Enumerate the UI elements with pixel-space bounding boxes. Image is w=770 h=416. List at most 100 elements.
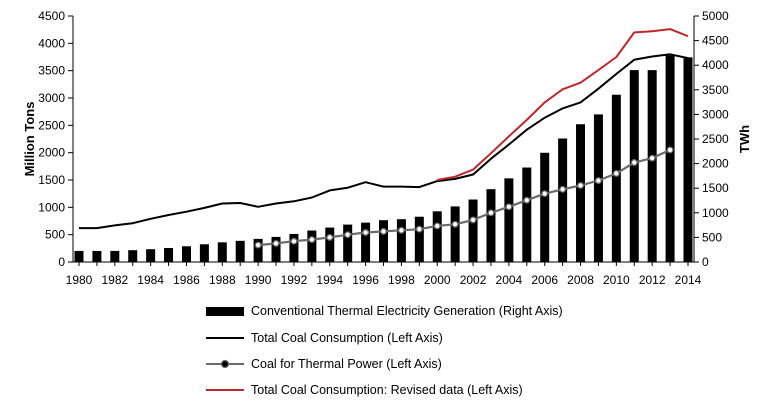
y2-tick-label: 4000 bbox=[702, 58, 729, 72]
y2-tick-label: 2500 bbox=[702, 132, 729, 146]
series-marker bbox=[648, 154, 656, 162]
bar bbox=[396, 219, 406, 262]
legend-swatch bbox=[206, 307, 244, 316]
bar bbox=[522, 167, 532, 262]
y2-tick-label: 1500 bbox=[702, 181, 729, 195]
bar bbox=[217, 242, 227, 262]
series-marker bbox=[451, 220, 459, 228]
y-tick-label: 1000 bbox=[38, 200, 65, 214]
bar bbox=[128, 250, 138, 262]
series-marker bbox=[254, 241, 262, 249]
chart-axes: 0 500 1000 1500 2000 2500 3000 3500 4000 4500 0 500… bbox=[22, 9, 752, 287]
bar bbox=[92, 250, 102, 262]
y2-axis-title: TWh bbox=[737, 125, 752, 153]
x-tick-label: 1992 bbox=[281, 273, 308, 287]
series-marker bbox=[344, 231, 352, 239]
bar bbox=[146, 249, 156, 262]
series-marker bbox=[577, 182, 584, 189]
x-tick-label: 1996 bbox=[352, 273, 379, 287]
series-marker bbox=[397, 226, 405, 234]
x-tick-label: 1994 bbox=[316, 273, 343, 287]
legend-label: Total Coal Consumption: Revised data (Le… bbox=[251, 383, 523, 397]
series-marker bbox=[380, 227, 387, 235]
bar bbox=[343, 224, 353, 262]
series-marker bbox=[594, 177, 602, 184]
y2-tick-label: 4500 bbox=[702, 34, 729, 48]
bar bbox=[629, 70, 639, 263]
x-tick-label: 1982 bbox=[101, 273, 128, 287]
bar bbox=[432, 211, 442, 262]
bar bbox=[611, 94, 621, 262]
series-marker bbox=[505, 203, 513, 211]
series-marker bbox=[523, 196, 531, 204]
y2-tick-label: 0 bbox=[702, 255, 709, 269]
bar bbox=[450, 206, 460, 262]
x-tick-label: 1998 bbox=[388, 273, 415, 287]
legend-label: Coal for Thermal Power (Left Axis) bbox=[251, 357, 442, 371]
x-tick-label: 1986 bbox=[173, 273, 200, 287]
y-tick-label: 2500 bbox=[38, 118, 65, 132]
bar bbox=[181, 246, 191, 262]
series-line bbox=[437, 28, 689, 181]
series-marker bbox=[469, 216, 477, 224]
y-tick-label: 0 bbox=[58, 255, 65, 269]
y-tick-label: 2000 bbox=[38, 146, 65, 160]
bar bbox=[647, 70, 657, 263]
y2-tick-label: 500 bbox=[702, 230, 722, 244]
y-tick-label: 3500 bbox=[38, 64, 65, 78]
bar bbox=[379, 220, 388, 262]
bar bbox=[289, 233, 299, 262]
bar bbox=[110, 250, 120, 262]
bar bbox=[468, 199, 478, 262]
chart-legend: Conventional Thermal Electricity Generat… bbox=[206, 304, 563, 397]
bar bbox=[361, 222, 371, 262]
series-marker bbox=[559, 185, 567, 193]
bar bbox=[576, 124, 586, 263]
bar bbox=[253, 238, 263, 262]
series-marker bbox=[362, 229, 370, 236]
x-tick-label: 2010 bbox=[603, 273, 630, 287]
series-marker bbox=[415, 225, 423, 233]
series-marker bbox=[541, 190, 549, 198]
y2-tick-label: 3000 bbox=[702, 107, 729, 121]
series-line bbox=[257, 148, 671, 247]
x-tick-label: 2004 bbox=[496, 273, 523, 287]
bar bbox=[558, 138, 568, 262]
x-tick-label: 2014 bbox=[675, 273, 702, 287]
x-tick-label: 2002 bbox=[460, 273, 487, 287]
y2-tick-label: 5000 bbox=[702, 9, 729, 23]
y2-tick-label: 3500 bbox=[702, 83, 729, 97]
series-line bbox=[79, 53, 689, 230]
x-tick-label: 2008 bbox=[567, 273, 594, 287]
legend-label: Total Coal Consumption (Left Axis) bbox=[251, 331, 443, 345]
series-marker bbox=[433, 222, 441, 230]
bar bbox=[271, 236, 281, 262]
bar bbox=[325, 227, 335, 262]
y2-tick-label: 1000 bbox=[702, 206, 729, 220]
series-marker bbox=[308, 236, 316, 244]
series-marker bbox=[272, 239, 280, 247]
x-tick-label: 2006 bbox=[531, 273, 558, 287]
x-tick-label: 1990 bbox=[245, 273, 272, 287]
bar bbox=[74, 250, 84, 262]
bar bbox=[540, 152, 550, 262]
bar bbox=[593, 114, 603, 263]
y-tick-label: 500 bbox=[45, 228, 65, 242]
y-tick-label: 1500 bbox=[38, 173, 65, 187]
legend-label: Conventional Thermal Electricity Generat… bbox=[251, 304, 563, 318]
bar bbox=[199, 244, 209, 262]
y-tick-label: 3000 bbox=[38, 91, 65, 105]
bar bbox=[235, 240, 245, 262]
bar bbox=[504, 178, 514, 262]
bar bbox=[683, 57, 693, 262]
series-marker bbox=[612, 169, 620, 177]
bar bbox=[486, 189, 496, 262]
line-series bbox=[79, 28, 689, 249]
y-tick-label: 4500 bbox=[38, 9, 65, 23]
series-marker bbox=[630, 159, 638, 166]
series-marker bbox=[487, 209, 495, 217]
x-tick-label: 2000 bbox=[424, 273, 451, 287]
bar bbox=[164, 247, 174, 262]
bar bbox=[414, 216, 424, 262]
